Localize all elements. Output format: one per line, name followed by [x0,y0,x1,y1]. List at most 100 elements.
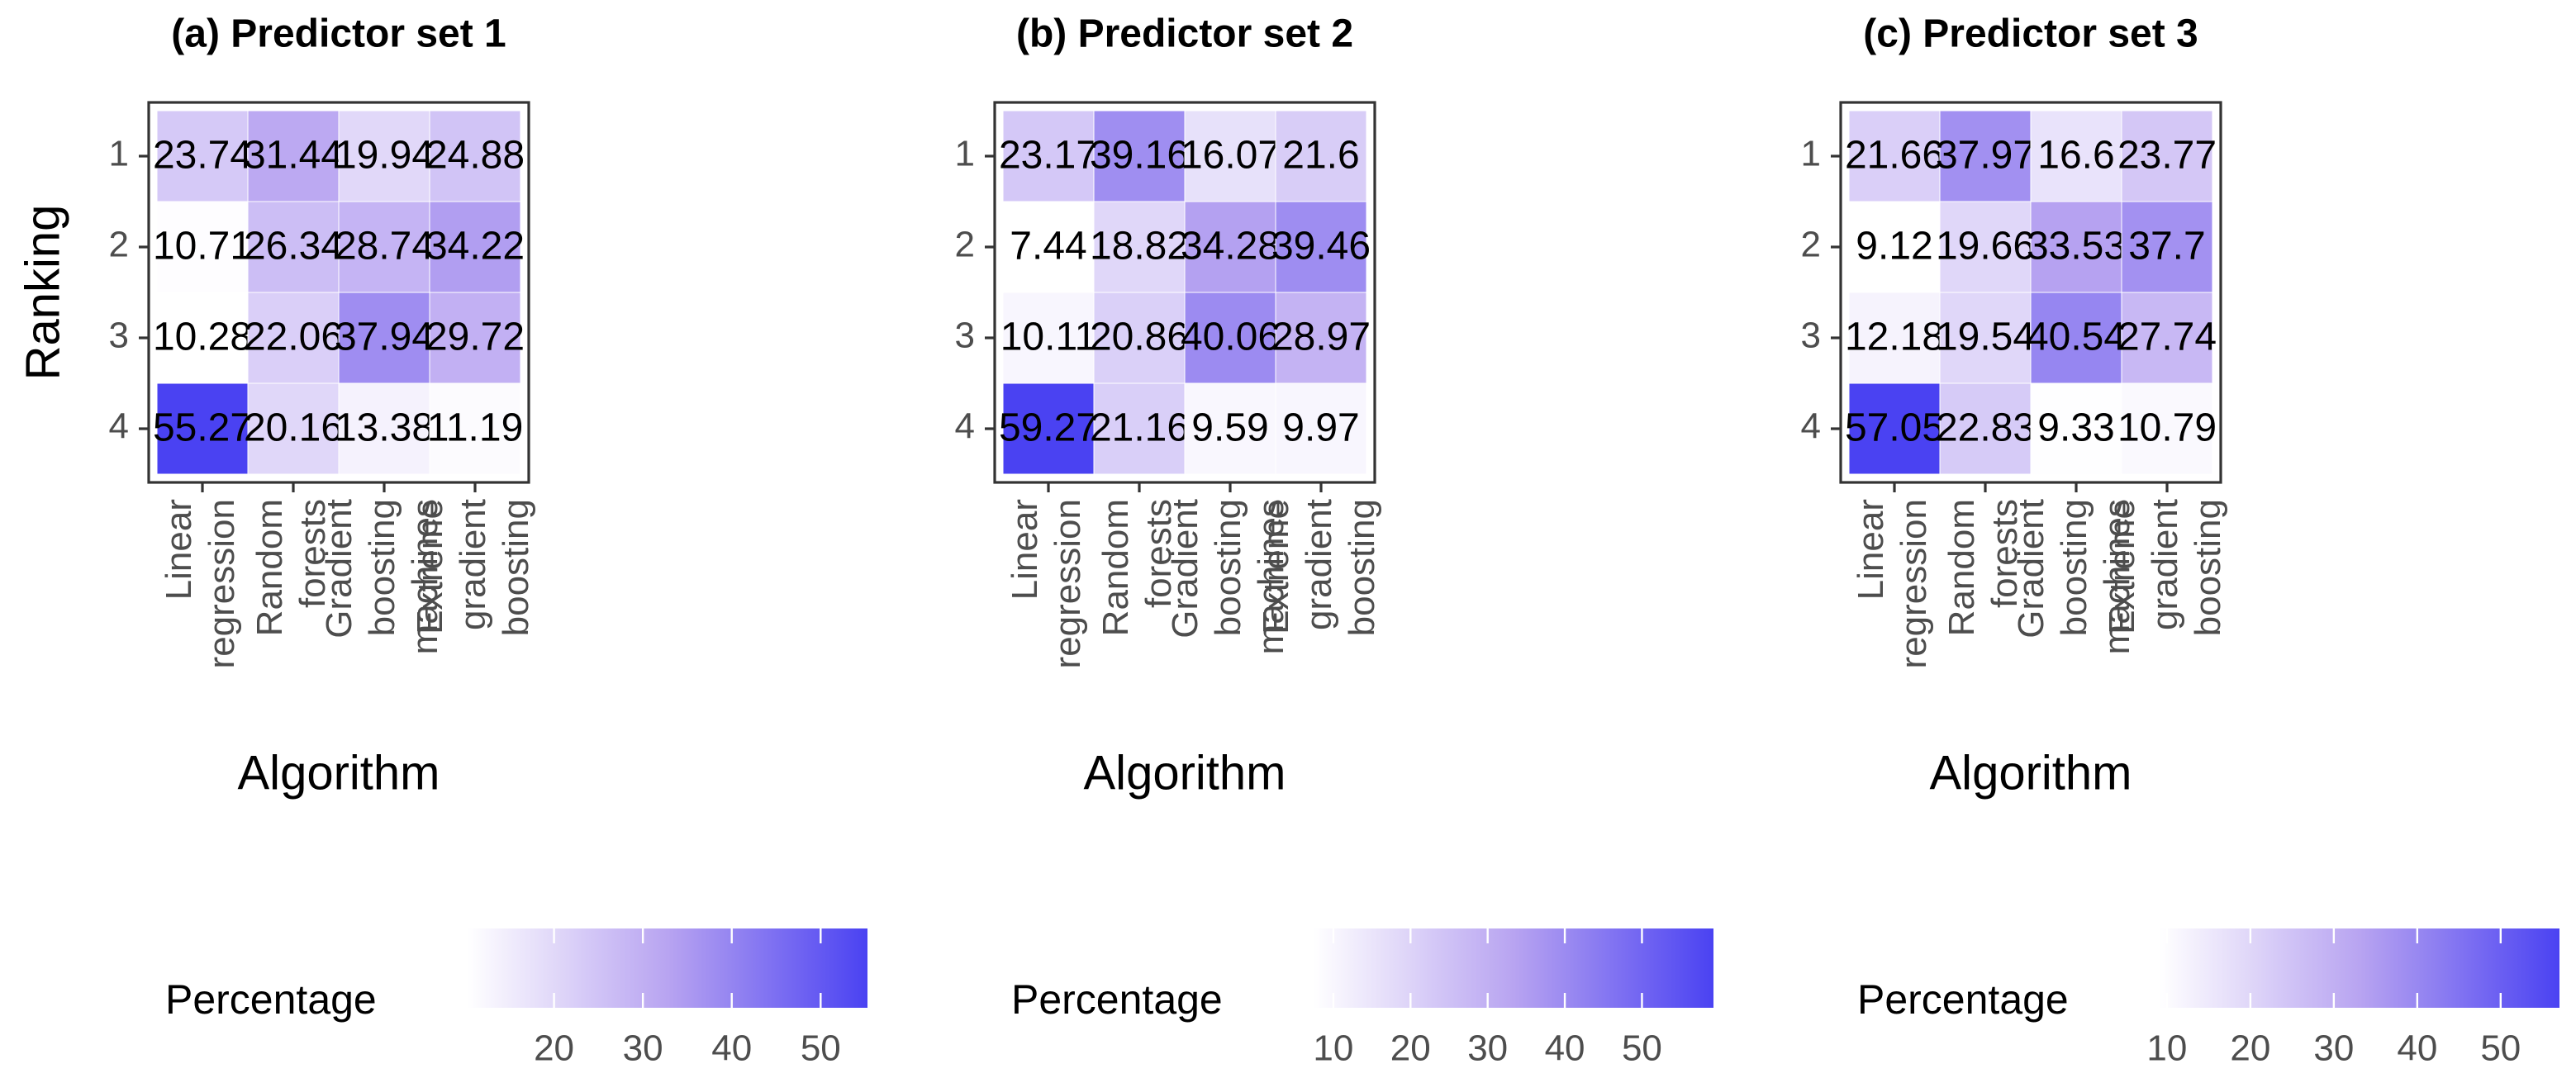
heatmap-cell [1002,292,1095,384]
heatmap-cell [1275,382,1367,475]
x-tick-label: Gradient boosting machines [319,499,445,654]
cell-label: 19.54 [1936,316,2035,359]
cell-label: 37.94 [335,316,434,359]
heatmap-cell [429,201,521,293]
heatmap-cell [1184,110,1276,202]
cell-label: 9.12 [1856,225,1932,268]
heatmap-cell [156,201,249,293]
x-tick-label: Gradient boosting machines [1165,499,1291,654]
colorbar [1314,928,1713,1008]
cell-label: 12.18 [1845,316,1944,359]
cell-label: 20.86 [1090,316,1189,359]
heatmap-cell [1848,292,1941,384]
y-tick-label: 4 [1801,406,1821,447]
cell-label: 10.79 [2117,406,2217,450]
colorbar-tick-label: 30 [1467,1028,1508,1069]
x-axis-title: Algorithm [1084,746,1286,800]
cell-label: 21.66 [1845,134,1944,178]
heatmap-cell [338,110,430,202]
legend-title: Percentage [1011,976,1223,1023]
colorbar-tick-label: 30 [2313,1028,2354,1069]
y-axis-title: Ranking [16,205,69,381]
heatmap-cell [2121,201,2213,293]
heatmap-cell [1848,382,1941,475]
heatmap-cell [156,382,249,475]
heatmap-cell [1275,201,1367,293]
y-tick-label: 1 [1801,134,1821,174]
cell-label: 31.44 [244,134,343,178]
heatmap-cell [2121,110,2213,202]
cell-label: 37.7 [2128,225,2205,268]
cell-label: 40.06 [1181,316,1280,359]
heatmap-cell [2030,201,2122,293]
y-tick-label: 1 [955,134,975,174]
heatmap-cell [429,292,521,384]
cell-label: 23.77 [2117,134,2217,178]
cell-label: 23.74 [153,134,252,178]
heatmap-cell [247,382,340,475]
heatmap-cell [1275,292,1367,384]
heatmap-cell [1939,201,2032,293]
y-tick-label: 1 [109,134,129,174]
cell-label: 34.22 [425,225,525,268]
legend-title: Percentage [165,976,377,1023]
heatmap-cell [247,292,340,384]
colorbar-tick-label: 20 [2230,1028,2270,1069]
cell-label: 11.19 [427,406,524,450]
y-tick-label: 3 [1801,316,1821,356]
y-tick-label: 3 [109,316,129,356]
heatmap-cell [1848,201,1941,293]
heatmap-cell [1093,201,1186,293]
x-tick-label: Linear regression [159,499,242,668]
panel-title: (c) Predictor set 3 [1863,12,2198,56]
colorbar-tick-label: 30 [623,1028,663,1069]
colorbar-tick-label: 10 [1313,1028,1353,1069]
cell-label: 59.27 [999,406,1098,450]
heatmap-cell [1939,382,2032,475]
y-tick-label: 3 [955,316,975,356]
x-tick-label: Extreme gradient boosting [1256,499,1382,636]
x-tick-label: Extreme gradient boosting [410,499,536,636]
cell-label: 19.66 [1936,225,2035,268]
colorbar [2160,928,2559,1008]
heatmap-cell [247,201,340,293]
colorbar [468,928,867,1008]
cell-label: 27.74 [2117,316,2217,359]
y-tick-label: 4 [109,406,129,447]
cell-label: 10.11 [1000,316,1097,359]
cell-label: 23.17 [999,134,1098,178]
x-tick-label: Random forests [1942,499,2025,636]
x-tick-label: Random forests [250,499,333,636]
heatmap-cell [1184,201,1276,293]
heatmap-cell [429,110,521,202]
x-axis-title: Algorithm [238,746,440,800]
heatmap-cell [2030,382,2122,475]
cell-label: 24.88 [425,134,525,178]
cell-label: 37.97 [1936,134,2035,178]
colorbar-tick-label: 20 [1390,1028,1431,1069]
cell-label: 21.16 [1090,406,1189,450]
colorbar-tick-label: 20 [534,1028,574,1069]
cell-label: 9.59 [1191,406,1268,450]
x-axis-title: Algorithm [1930,746,2132,800]
cell-label: 57.05 [1845,406,1944,450]
panel-title: (a) Predictor set 1 [171,12,506,56]
panel-border [147,101,530,484]
colorbar-tick-label: 10 [2146,1028,2187,1069]
heatmap-cell [156,110,249,202]
heatmap-cell [1275,110,1367,202]
cell-label: 22.06 [244,316,343,359]
heatmap-cell [1848,110,1941,202]
colorbar-tick-label: 40 [711,1028,752,1069]
panel-title: (b) Predictor set 2 [1016,12,1353,56]
heatmap-cell [429,382,521,475]
colorbar-tick-label: 50 [2480,1028,2521,1069]
panel-border [993,101,1376,484]
heatmap-cell [1002,110,1095,202]
cell-label: 29.72 [425,316,525,359]
colorbar-tick-label: 40 [2397,1028,2437,1069]
y-tick-label: 4 [955,406,975,447]
cell-label: 33.53 [2027,225,2126,268]
